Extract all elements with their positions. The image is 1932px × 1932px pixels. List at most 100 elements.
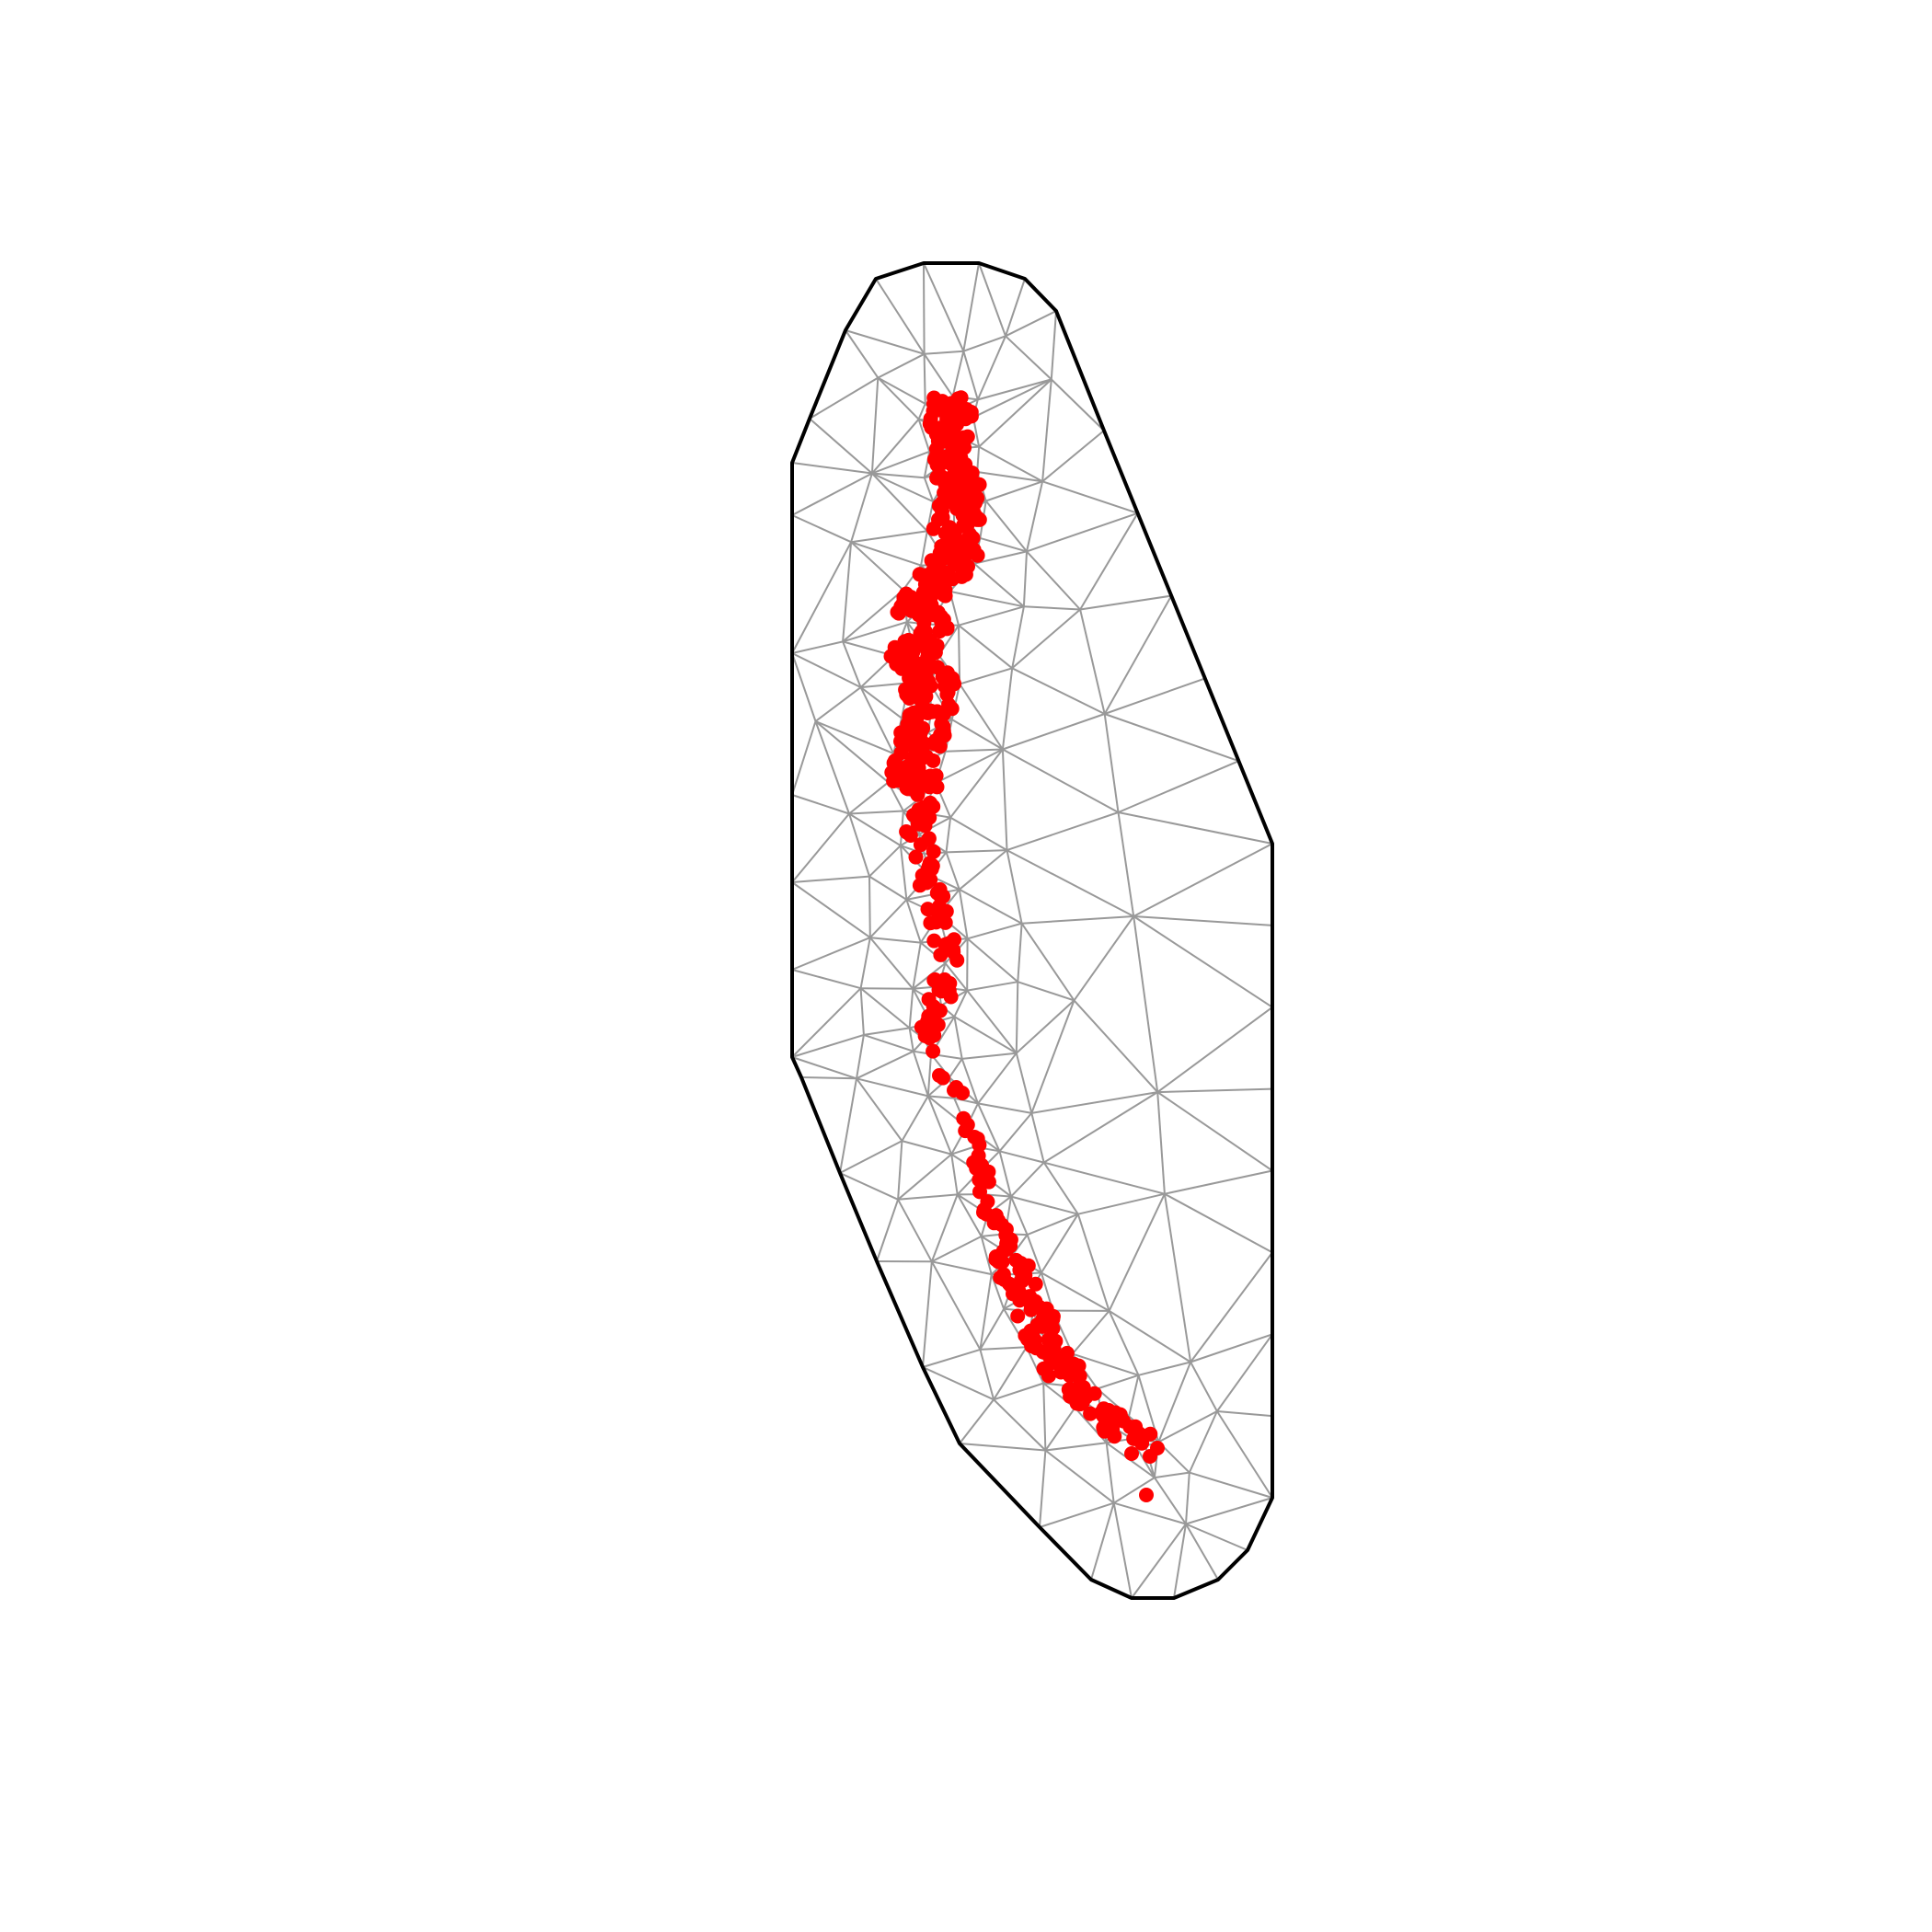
observation-point <box>904 662 920 677</box>
mesh-edge <box>953 1016 963 1060</box>
mesh-edge <box>1015 982 1019 1053</box>
observation-point <box>917 818 933 834</box>
mesh-edge <box>1071 1310 1110 1355</box>
mesh-edge <box>1043 1091 1158 1164</box>
mesh-edge <box>1011 606 1025 669</box>
observation-point <box>955 1086 970 1100</box>
observation-point <box>945 495 960 510</box>
mesh-edge <box>905 899 922 943</box>
mesh-edge <box>959 683 1004 751</box>
mesh-edge <box>950 1154 959 1195</box>
observation-point <box>957 440 972 455</box>
mesh-edge <box>845 329 880 379</box>
mesh-edge <box>931 1260 992 1276</box>
mesh-edge <box>951 719 1004 751</box>
observation-point <box>932 1068 947 1083</box>
mesh-edge <box>1118 811 1273 845</box>
mesh-edge <box>949 1058 963 1078</box>
observation-point <box>883 649 899 664</box>
mesh-edge <box>920 531 928 566</box>
mesh-edge <box>1128 1374 1140 1417</box>
mesh-edge <box>984 500 1028 553</box>
mesh-edge <box>860 987 914 990</box>
observation-point <box>1023 1323 1039 1339</box>
observation-point <box>900 781 915 797</box>
mesh-edge <box>923 353 954 397</box>
observation-point <box>918 664 934 680</box>
mesh-edge <box>848 813 870 877</box>
mesh-edge <box>908 1028 914 1052</box>
mesh-edge <box>1133 843 1273 917</box>
mesh-edge <box>923 262 965 352</box>
observation-point <box>972 1184 987 1200</box>
observation-point <box>930 1018 946 1032</box>
mesh-edge <box>908 988 914 1029</box>
mesh-edge <box>959 1398 995 1444</box>
mesh-edge <box>906 892 935 901</box>
observation-point <box>936 587 951 603</box>
mesh-edge <box>935 748 1004 784</box>
observation-point <box>1072 1389 1087 1405</box>
mesh-edge <box>869 937 914 990</box>
mesh-edge <box>877 352 926 379</box>
mesh-edge <box>923 353 926 404</box>
observation-point <box>926 521 941 536</box>
mesh-edge <box>1216 1410 1273 1499</box>
mesh-edge <box>1030 1112 1045 1163</box>
observation-point <box>941 983 957 998</box>
mesh-edge <box>1005 278 1026 337</box>
mesh-edge <box>877 376 920 420</box>
mesh-edge <box>1216 1410 1273 1418</box>
observation-point <box>929 470 945 486</box>
mesh-edge <box>842 542 853 642</box>
mesh-edge <box>791 462 873 475</box>
mesh-edge <box>1163 1193 1192 1363</box>
observation-point <box>941 548 957 564</box>
mesh-edge <box>791 812 850 883</box>
mesh-edge <box>863 1027 910 1036</box>
mesh-edge <box>1015 1052 1033 1114</box>
mesh-edge <box>980 1346 1027 1351</box>
mesh-edge <box>953 1097 979 1105</box>
mesh-edge <box>875 278 926 355</box>
mesh-edge <box>1020 923 1075 1001</box>
observation-point <box>939 621 955 637</box>
mesh-edge <box>842 621 908 643</box>
mesh-edge <box>1005 335 1052 381</box>
mesh-edge <box>1041 430 1105 483</box>
mesh-edge <box>1156 1092 1166 1194</box>
observation-point <box>936 707 951 722</box>
mesh-edge <box>869 899 908 938</box>
mesh-edge <box>1002 713 1106 751</box>
mesh-edge <box>897 1141 903 1200</box>
observation-point <box>949 952 965 968</box>
observation-points <box>883 390 1165 1502</box>
mesh-edge <box>814 720 890 784</box>
mesh-edge <box>912 1051 929 1097</box>
mesh-edge <box>871 419 920 475</box>
mesh-edge <box>993 1346 1028 1400</box>
mesh-edge <box>856 1034 865 1079</box>
mesh-edge <box>791 472 873 516</box>
mesh-edge <box>1185 1523 1219 1581</box>
mesh-edge <box>961 1052 1017 1060</box>
mesh-edge <box>1154 1471 1190 1479</box>
mesh-edge <box>877 376 926 405</box>
mesh-edge <box>972 378 1052 419</box>
observation-point <box>1139 1488 1154 1502</box>
mesh-edge <box>1011 1234 1029 1257</box>
mesh-boundary <box>790 261 1274 1600</box>
mesh-edge <box>870 377 880 474</box>
mesh-edge <box>791 640 844 654</box>
mesh-edge <box>917 403 926 420</box>
mesh-edge <box>1045 1442 1107 1452</box>
mesh-edge <box>869 937 921 944</box>
mesh-edge <box>860 682 910 689</box>
mesh-edge <box>856 1050 914 1080</box>
mesh-edge <box>1006 811 1119 852</box>
observation-point <box>1003 1232 1018 1248</box>
observation-point <box>894 649 910 664</box>
mesh-edge <box>1023 605 1081 611</box>
mesh-edge <box>1113 1501 1187 1525</box>
mesh-edge <box>976 446 981 473</box>
